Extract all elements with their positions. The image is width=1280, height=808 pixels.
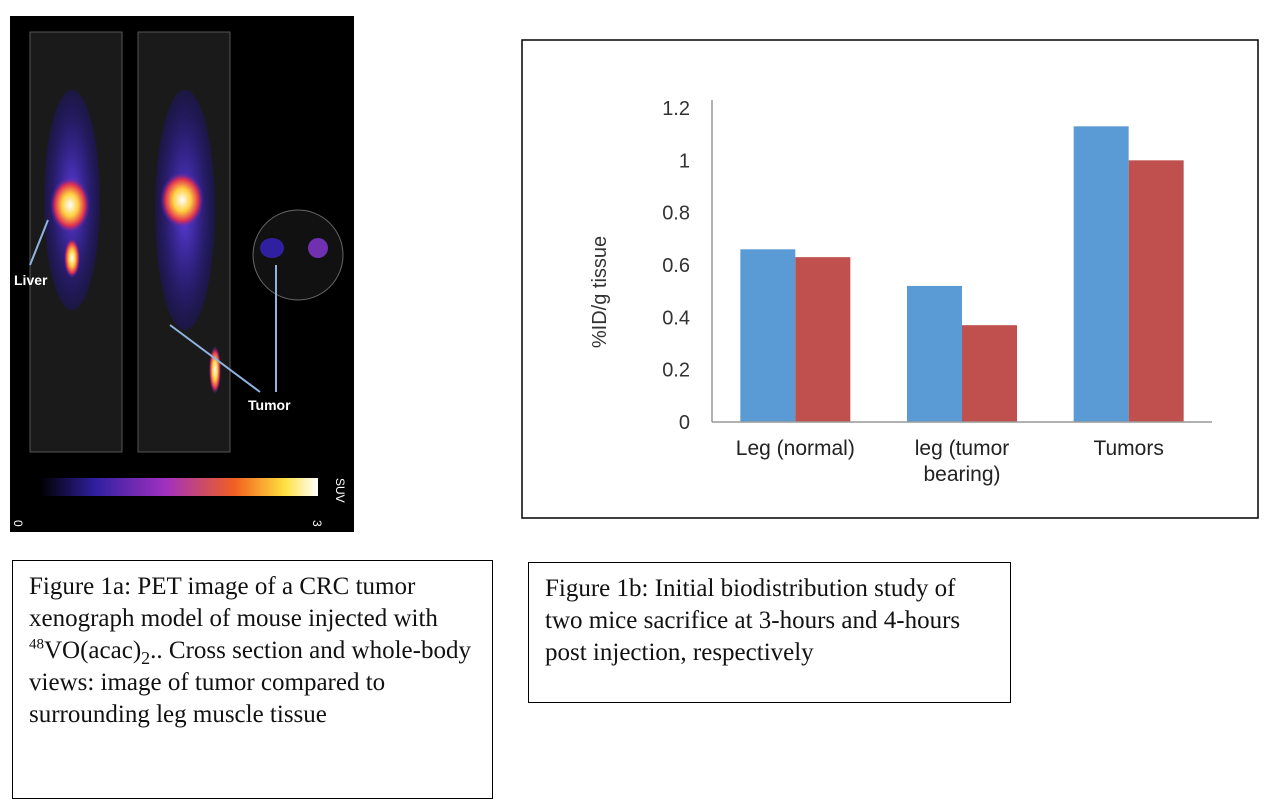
colorbar-unit: SUV (333, 478, 347, 503)
cross-section-leg (308, 238, 328, 258)
bar (740, 249, 796, 422)
y-tick-label: 1 (679, 150, 690, 172)
y-axis-title: %ID/g tissue (589, 236, 611, 348)
hotspot (64, 238, 80, 278)
x-tick-label: leg (tumor bearing) (914, 437, 1010, 486)
y-tick-label: 1.2 (662, 98, 690, 120)
y-tick-label: 0.2 (662, 360, 690, 382)
x-tick-label: Tumors (1093, 437, 1164, 460)
caption-sub: 2 (141, 648, 151, 668)
y-tick-label: 0.8 (662, 203, 690, 225)
bar (1073, 126, 1129, 423)
caption-1b: Figure 1b: Initial biodistribution study… (528, 562, 1011, 703)
caption-text: VO(acac) (44, 637, 142, 664)
y-tick-label: 0.4 (662, 307, 690, 329)
caption-text: Figure 1a: PET image of a CRC tumor xeno… (29, 573, 438, 632)
hotspot (50, 177, 90, 233)
bar (795, 257, 851, 422)
hotspot (160, 172, 204, 228)
plot: 0 0.2 0.4 0.6 0.8 1 1.2 (662, 98, 1212, 434)
colorbar-min: 0 (11, 520, 25, 527)
y-tick-label: 0 (679, 412, 690, 434)
y-tick-label: 0.6 (662, 255, 690, 277)
arrow (29, 219, 49, 266)
caption-1a: Figure 1a: PET image of a CRC tumor xeno… (12, 560, 493, 799)
bar (962, 325, 1017, 422)
label-tumor: Tumor (248, 397, 291, 413)
label-liver: Liver (14, 272, 48, 288)
colorbar-max: 3 (310, 520, 324, 527)
arrow (169, 324, 261, 393)
x-tick-label: Leg (normal) (735, 437, 855, 460)
hotspot (209, 346, 221, 394)
bar (1128, 160, 1184, 423)
cross-section-leg (260, 238, 284, 258)
colorbar (40, 478, 318, 496)
caption-text: .. Cross section and whole-body views: i… (29, 637, 471, 728)
caption-sup: 48 (29, 636, 44, 653)
bar (907, 285, 962, 422)
